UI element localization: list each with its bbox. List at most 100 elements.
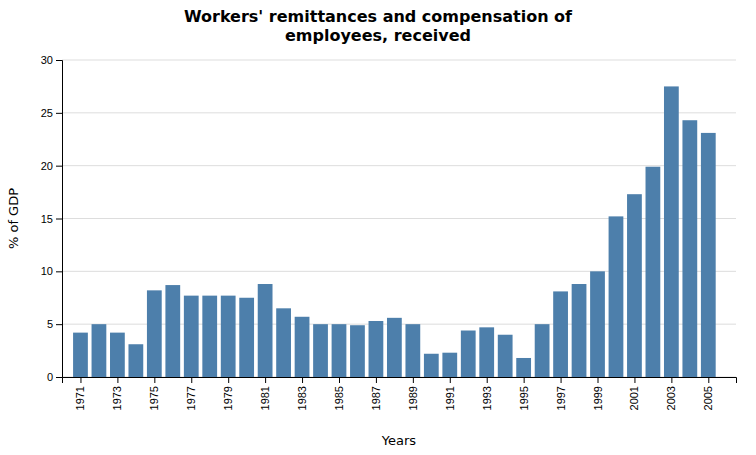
y-tick-mark	[56, 271, 62, 272]
x-tick-label: 1997	[555, 386, 567, 410]
bar	[701, 133, 716, 377]
x-tick-label: 2003	[665, 386, 677, 410]
x-tick-mark	[671, 377, 672, 383]
x-tick-mark	[708, 377, 709, 383]
bar	[369, 321, 384, 377]
bar	[313, 324, 328, 377]
x-tick-mark	[598, 377, 599, 383]
y-tick-label: 0	[47, 371, 53, 383]
bar	[387, 318, 402, 377]
grid-line	[62, 165, 736, 166]
x-tick-label: 2005	[702, 386, 714, 410]
y-tick: 5	[47, 318, 62, 330]
x-tick-label: 2001	[628, 386, 640, 410]
x-tick: 1997	[555, 377, 567, 410]
bar	[221, 296, 236, 377]
bar	[664, 86, 679, 377]
bar	[276, 308, 291, 377]
y-axis-title: % of GDP	[6, 188, 21, 249]
title: Workers' remittances and compensation of…	[184, 7, 573, 45]
bar	[609, 216, 624, 377]
bar	[442, 353, 457, 377]
y-tick: 30	[41, 54, 62, 66]
x-tick: 2005	[702, 377, 714, 410]
grid	[62, 60, 736, 377]
bar	[572, 284, 587, 377]
bar	[461, 331, 476, 377]
x-tick-label: 1993	[481, 386, 493, 410]
x-tick-label: 1983	[296, 386, 308, 410]
y-tick: 0	[47, 371, 62, 383]
x-tick: 1971	[74, 377, 86, 410]
bar	[202, 296, 217, 377]
bar	[73, 333, 88, 377]
bar	[239, 298, 254, 377]
bar	[424, 354, 439, 377]
y-tick-mark	[56, 219, 62, 220]
x-tick: 1975	[148, 377, 160, 410]
y-axis: 051015202530	[41, 54, 63, 383]
bar	[479, 327, 494, 377]
y-tick-mark	[56, 324, 62, 325]
x-tick-label: 1977	[185, 386, 197, 410]
y-tick-label: 30	[41, 54, 53, 66]
y-tick: 15	[41, 213, 62, 225]
x-tick-label: 1971	[74, 386, 86, 410]
x-axis-line	[63, 378, 737, 384]
chart: Workers' remittances and compensation of…	[0, 0, 756, 455]
bar	[405, 324, 420, 377]
x-tick: 1977	[185, 377, 197, 410]
x-tick: 2001	[628, 377, 640, 410]
grid-line	[62, 112, 736, 113]
y-tick-mark	[56, 60, 62, 61]
y-tick-label: 25	[41, 107, 53, 119]
y-tick: 25	[41, 107, 62, 119]
x-tick-label: 1989	[407, 386, 419, 410]
x-tick-label: 1975	[148, 386, 160, 410]
x-tick-mark	[265, 377, 266, 383]
x-tick: 1979	[222, 377, 234, 410]
x-tick: 2003	[665, 377, 677, 410]
bar	[165, 285, 180, 377]
bar	[646, 167, 661, 377]
bar	[147, 290, 162, 377]
grid-line	[62, 60, 736, 61]
x-tick-mark	[561, 377, 562, 383]
y-tick-label: 10	[41, 265, 53, 277]
x-tick-label: 1985	[333, 386, 345, 410]
x-tick-mark	[302, 377, 303, 383]
bars	[73, 86, 716, 377]
bar	[553, 291, 568, 377]
bar	[184, 296, 199, 377]
y-tick-label: 15	[41, 213, 53, 225]
bar	[516, 358, 531, 377]
x-tick: 1993	[481, 377, 493, 410]
x-tick-label: 1999	[592, 386, 604, 410]
x-tick-mark	[376, 377, 377, 383]
plot-area: 1971197319751977197919811983198519871989…	[41, 54, 737, 410]
x-tick-mark	[154, 377, 155, 383]
y-tick-mark	[56, 113, 62, 114]
y-tick-label: 5	[47, 318, 53, 330]
x-tick-mark	[450, 377, 451, 383]
x-tick: 1999	[592, 377, 604, 410]
bar	[682, 120, 697, 377]
x-axis-title: Years	[381, 433, 417, 448]
y-tick-mark	[56, 377, 62, 378]
y-tick-mark	[56, 166, 62, 167]
x-tick-label: 1987	[370, 386, 382, 410]
x-tick: 1995	[518, 377, 530, 410]
bar	[92, 324, 107, 377]
x-tick-label: 1973	[111, 386, 123, 410]
x-tick-label: 1979	[222, 386, 234, 410]
x-tick: 1973	[111, 377, 123, 410]
x-tick-mark	[191, 377, 192, 383]
x-tick-mark	[524, 377, 525, 383]
bar	[110, 333, 125, 377]
x-axis: 1971197319751977197919811983198519871989…	[63, 377, 737, 410]
x-tick-mark	[413, 377, 414, 383]
x-tick-mark	[117, 377, 118, 383]
bar	[590, 271, 605, 377]
bar	[498, 335, 513, 377]
bar	[128, 344, 143, 377]
